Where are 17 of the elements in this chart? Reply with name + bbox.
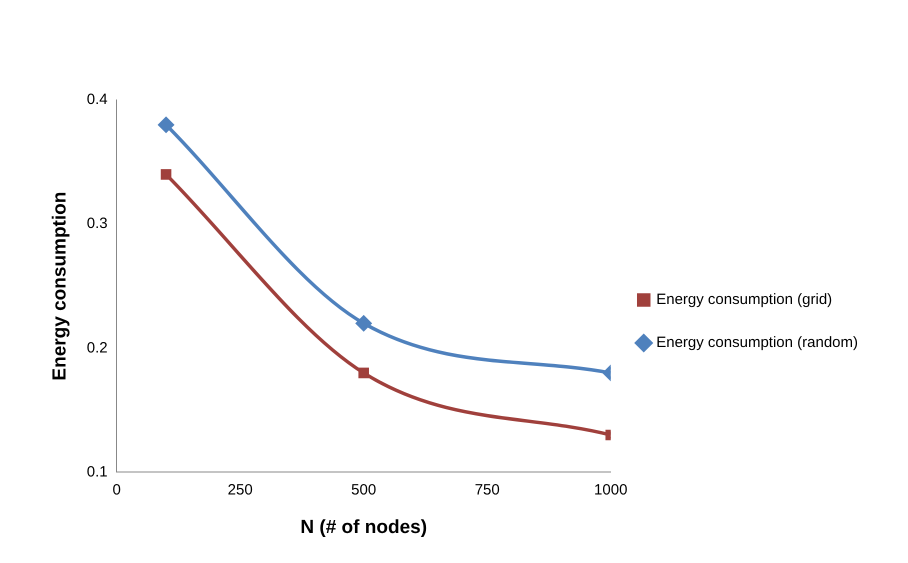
y-tick-label: 0.4	[86, 91, 108, 108]
x-axis-title: N (# of nodes)	[300, 516, 428, 538]
y-tick-label: 0.2	[86, 339, 108, 356]
y-tick-label: 0.3	[86, 215, 108, 232]
legend-label: Energy consumption (grid)	[656, 291, 832, 308]
point	[160, 169, 172, 180]
x-tick-label: 750	[474, 481, 500, 498]
y-tick-label: 0.1	[86, 463, 108, 480]
point	[356, 316, 372, 332]
point	[358, 368, 369, 378]
point	[158, 117, 174, 133]
x-tick-label: 500	[351, 481, 376, 498]
x-tick-label: 0	[112, 481, 121, 498]
x-tick-label: 1000	[594, 481, 628, 498]
x-tick-label: 250	[228, 481, 253, 498]
legend-label: Energy consumption (random)	[656, 334, 858, 352]
y-axis-title: Energy consumption	[50, 192, 71, 381]
